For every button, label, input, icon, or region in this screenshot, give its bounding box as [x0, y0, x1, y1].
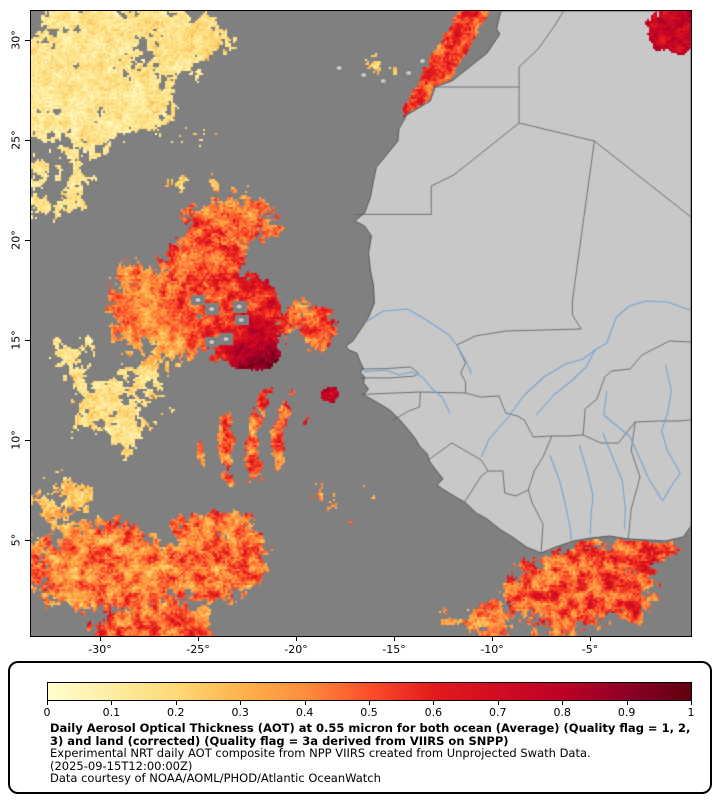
- aot-map-canvas: [31, 11, 691, 636]
- lon-tick-mark: [590, 636, 592, 641]
- lon-tick-mark: [492, 636, 494, 641]
- lon-tick-mark: [295, 636, 297, 641]
- lat-tick-label: 15°: [9, 330, 23, 350]
- lon-tick-mark: [394, 636, 395, 641]
- colorbar-tick-mark: [175, 701, 177, 705]
- legend-timestamp: (2025-09-15T12:00:00Z): [50, 758, 193, 773]
- lon-tick-mark: [197, 636, 199, 641]
- lon-tick-label: -5°: [581, 643, 599, 656]
- colorbar-tick-mark: [240, 701, 242, 705]
- lat-tick-mark: [25, 140, 30, 141]
- lat-tick-mark: [25, 40, 30, 41]
- colorbar-tick-mark: [304, 701, 306, 705]
- lat-tick-mark: [25, 340, 30, 341]
- lat-tick-label: 5°: [9, 533, 23, 547]
- legend-panel: 0 0.1 0.2 0.3 0.4 0.5 0.6 0.7 0.8 0.9 1 Daily Aero…: [8, 661, 712, 794]
- colorbar-tick-label: 1: [687, 706, 695, 719]
- lon-tick-label: -15°: [382, 643, 406, 656]
- lon-tick-label: -30°: [88, 643, 112, 656]
- colorbar-tick-label: 0: [43, 706, 51, 719]
- lat-tick-label: 10°: [9, 430, 23, 450]
- colorbar-tick-label: 0.5: [360, 706, 378, 719]
- colorbar-tick-label: 0.6: [424, 706, 443, 719]
- aot-map-frame: [30, 10, 692, 637]
- legend-title: Daily Aerosol Optical Thickness (AOT) at…: [50, 721, 691, 748]
- lat-tick-label: 20°: [9, 230, 23, 250]
- legend-credit: Data courtesy of NOAA/AOML/PHOD/Atlantic…: [50, 771, 381, 785]
- colorbar-tick-label: 0.8: [553, 706, 571, 719]
- lat-tick-label: 30°: [9, 30, 23, 50]
- colorbar-tick-mark: [562, 701, 564, 705]
- colorbar-tick-mark: [369, 701, 370, 705]
- colorbar-gradient: [47, 682, 692, 701]
- colorbar-tick-label: 0.7: [489, 706, 507, 719]
- colorbar-tick-mark: [47, 701, 48, 705]
- lat-tick-mark: [25, 440, 30, 441]
- colorbar-tick-mark: [691, 701, 692, 705]
- colorbar-tick-mark: [626, 701, 628, 705]
- colorbar-tick-mark: [497, 701, 499, 705]
- colorbar-tick-label: 0.4: [295, 706, 314, 719]
- colorbar-tick-mark: [433, 701, 435, 705]
- colorbar-tick-label: 0.9: [617, 706, 636, 719]
- lat-tick-label: 25°: [9, 130, 23, 150]
- colorbar-tick-label: 0.3: [231, 706, 249, 719]
- lon-tick-label: -25°: [186, 643, 210, 656]
- colorbar-tick-label: 0.1: [102, 706, 121, 719]
- caption-block: Daily Aerosol Optical Thickness (AOT) at…: [50, 722, 698, 785]
- lon-tick-label: -20°: [284, 643, 308, 656]
- colorbar-tick-label: 0.2: [167, 706, 185, 719]
- colorbar-tick-mark: [111, 701, 113, 705]
- lat-tick-mark: [25, 240, 30, 241]
- legend-subtitle: Experimental NRT daily AOT composite fro…: [50, 746, 591, 760]
- lon-tick-mark: [99, 636, 101, 641]
- lat-tick-mark: [25, 540, 30, 541]
- lon-tick-label: -10°: [480, 643, 504, 656]
